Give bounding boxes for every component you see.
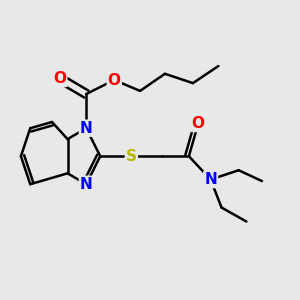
Text: O: O: [192, 116, 205, 131]
Text: O: O: [53, 71, 66, 86]
Text: S: S: [126, 149, 137, 164]
Text: N: N: [80, 121, 93, 136]
Text: N: N: [204, 172, 217, 187]
Text: N: N: [80, 177, 93, 192]
Text: O: O: [108, 73, 121, 88]
